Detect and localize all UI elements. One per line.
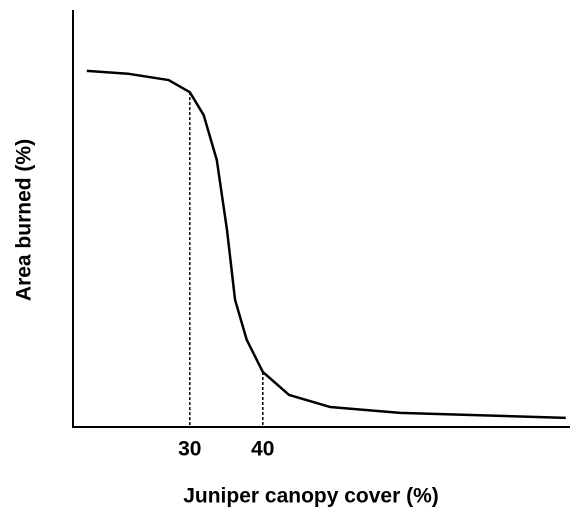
x-axis-label: Juniper canopy cover (%) (183, 485, 439, 508)
y-axis-label: Area burned (%) (13, 139, 36, 301)
x-tick-label: 30 (178, 438, 201, 461)
x-tick-label: 40 (251, 438, 274, 461)
line (86, 69, 566, 420)
